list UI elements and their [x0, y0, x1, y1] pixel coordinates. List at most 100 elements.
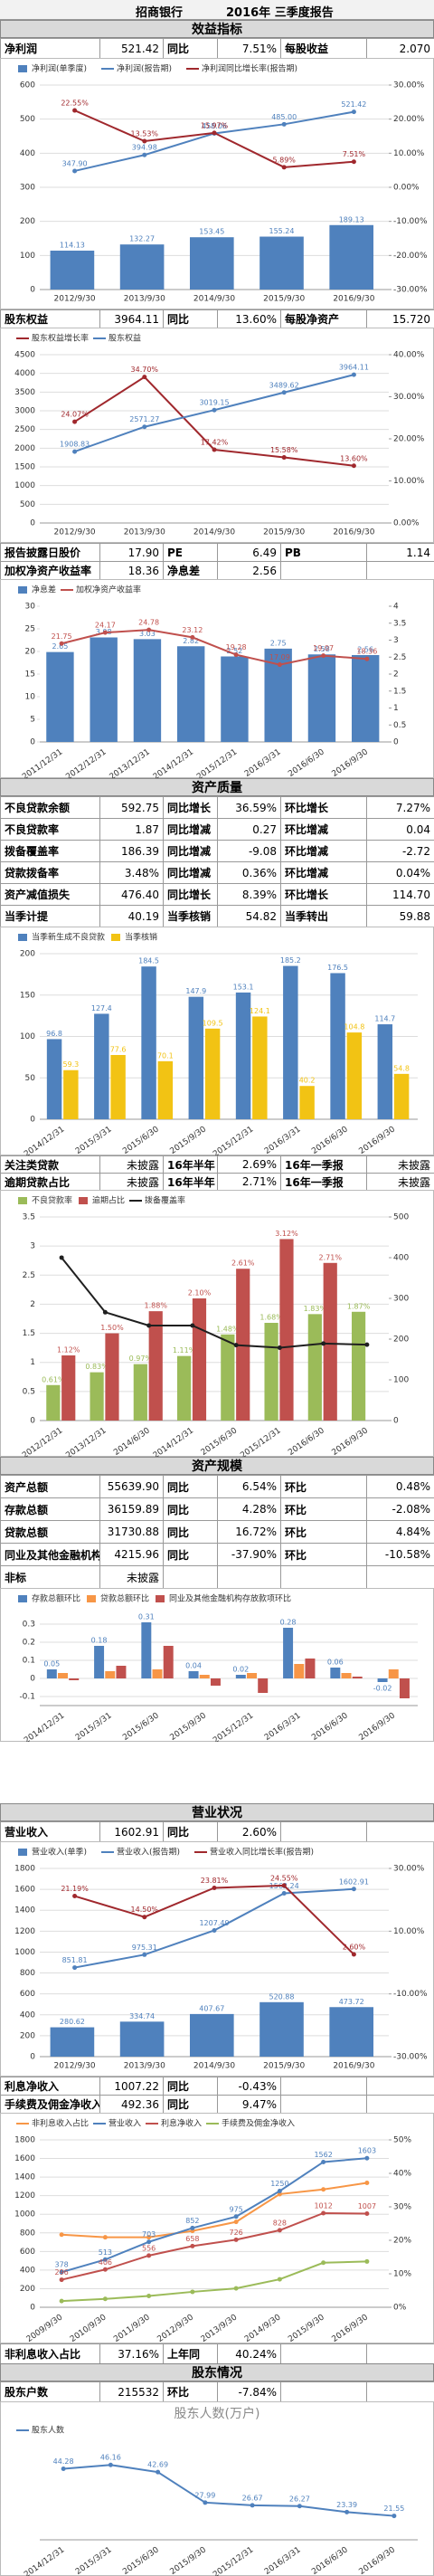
data-label: 15.58% — [270, 446, 298, 454]
cell-label: 逾期贷款占比 — [0, 1173, 100, 1191]
chart: 0 200 400 600 800 1000 1200 1400 1600 1800 0% 10% 20… — [0, 2113, 434, 2343]
y-tick-label: 1400 — [14, 1906, 35, 1915]
cell-label: 同比增长 — [163, 883, 218, 906]
data-label: 46.16 — [100, 2454, 121, 2462]
data-label: 0.61% — [42, 1375, 65, 1383]
y-tick-label: 20 — [25, 648, 36, 657]
point — [142, 375, 147, 380]
x-tick-label: 2014/9/30 — [193, 295, 235, 304]
cell-label: 存款总额 — [0, 1497, 100, 1521]
data-label: 132.27 — [129, 235, 155, 243]
data-label: 19.07 — [313, 644, 334, 652]
data-label: 0.04 — [185, 1662, 202, 1670]
y-tick-label: 800 — [20, 1969, 35, 1978]
x-tick-label: 2012/9/30 — [54, 295, 96, 304]
point — [351, 372, 356, 377]
cell-value: 8.39% — [217, 883, 281, 906]
cell-value: 592.75 — [99, 796, 164, 819]
cell-value: 476.40 — [99, 883, 164, 906]
data-label: 1.68% — [259, 1314, 283, 1322]
data-label: 556 — [142, 2244, 156, 2252]
data-label: 2.75 — [270, 639, 287, 647]
bar — [105, 1671, 116, 1678]
data-label: 726 — [229, 2229, 242, 2237]
bar — [189, 237, 234, 290]
point — [321, 2187, 326, 2192]
bar — [252, 1016, 268, 1119]
data-label: 3.03 — [139, 630, 156, 638]
y2-tick-label: 10.00% — [393, 477, 425, 486]
cell-label: 环比增长 — [280, 796, 367, 819]
point — [72, 168, 78, 174]
point — [190, 2289, 195, 2295]
data-label: 2.61% — [231, 1259, 255, 1268]
y2-tick-label: -30.00% — [393, 286, 428, 295]
cell-empty — [280, 1821, 367, 1842]
y-tick-label: 0 — [30, 286, 35, 295]
y2-tick-label: 10.00% — [393, 1927, 425, 1936]
cell-value: 15.720 — [366, 309, 434, 328]
y-tick-label: 50 — [25, 1074, 36, 1083]
data-label: 0.28 — [280, 1619, 297, 1627]
point — [146, 1323, 152, 1328]
data-label: 114.13 — [60, 242, 85, 250]
y2-tick-label: 400 — [393, 1254, 409, 1263]
data-label: 3489.62 — [269, 381, 299, 389]
bar — [188, 1671, 199, 1678]
legend-label: 营业收入(报告期) — [117, 1847, 180, 1858]
bar — [188, 996, 204, 1119]
bar — [46, 1384, 61, 1421]
cell-value: 492.36 — [99, 2095, 164, 2114]
data-label: 7.51% — [343, 150, 366, 158]
bar — [152, 1669, 163, 1678]
cell-value: 2.070 — [366, 38, 434, 59]
data-label: 109.5 — [203, 1019, 223, 1027]
point — [212, 447, 217, 452]
bar — [351, 655, 380, 742]
bar — [199, 1675, 210, 1678]
data-label: 851.81 — [62, 1956, 88, 1964]
data-label: 852 — [185, 2217, 199, 2225]
point — [364, 2181, 370, 2186]
point — [364, 2258, 370, 2264]
y-tick-label: 0 — [30, 519, 35, 528]
data-label: 24.78 — [138, 619, 159, 627]
point — [281, 165, 287, 170]
cell-label: 环比 — [280, 1475, 367, 1498]
chart-frame — [0, 2401, 434, 2576]
data-label: 2.65 — [52, 642, 69, 651]
data-label: 406 — [99, 2258, 112, 2267]
cell-value: 9.47% — [217, 2095, 281, 2114]
cell-label: 同业及其他金融机构存放款项 — [0, 1543, 100, 1566]
bar — [204, 1028, 221, 1119]
y-tick-label: 600 — [20, 2248, 35, 2257]
legend-swatch — [18, 1595, 27, 1602]
line — [61, 2182, 368, 2239]
point — [59, 2232, 64, 2238]
cell-empty — [366, 561, 434, 580]
y2-tick-label: 200 — [393, 1336, 409, 1345]
legend-swatch — [111, 934, 120, 941]
y-tick-label: 2500 — [14, 425, 35, 434]
data-label: 24.17 — [95, 622, 116, 630]
point — [277, 2277, 282, 2282]
cell-value: 36159.89 — [99, 1497, 164, 1521]
cell-empty — [366, 2381, 434, 2402]
cell-empty — [280, 1565, 367, 1589]
bar — [351, 1311, 366, 1421]
cell-label: 环比增长 — [280, 883, 367, 906]
y-tick-label: 200 — [20, 2285, 35, 2294]
cell-label: 同比 — [163, 1520, 218, 1544]
data-label: 59.3 — [62, 1060, 79, 1069]
bar — [119, 244, 165, 290]
legend-swatch — [79, 1197, 88, 1204]
data-label: 21.55 — [383, 2505, 404, 2513]
y-tick-label: 3500 — [14, 388, 35, 397]
data-label: 458.06 — [202, 122, 227, 130]
data-label: 1.12% — [57, 1346, 80, 1355]
cell-empty — [366, 2077, 434, 2096]
bar — [119, 2021, 165, 2057]
bar — [90, 637, 118, 742]
data-label: 513 — [99, 2248, 112, 2257]
